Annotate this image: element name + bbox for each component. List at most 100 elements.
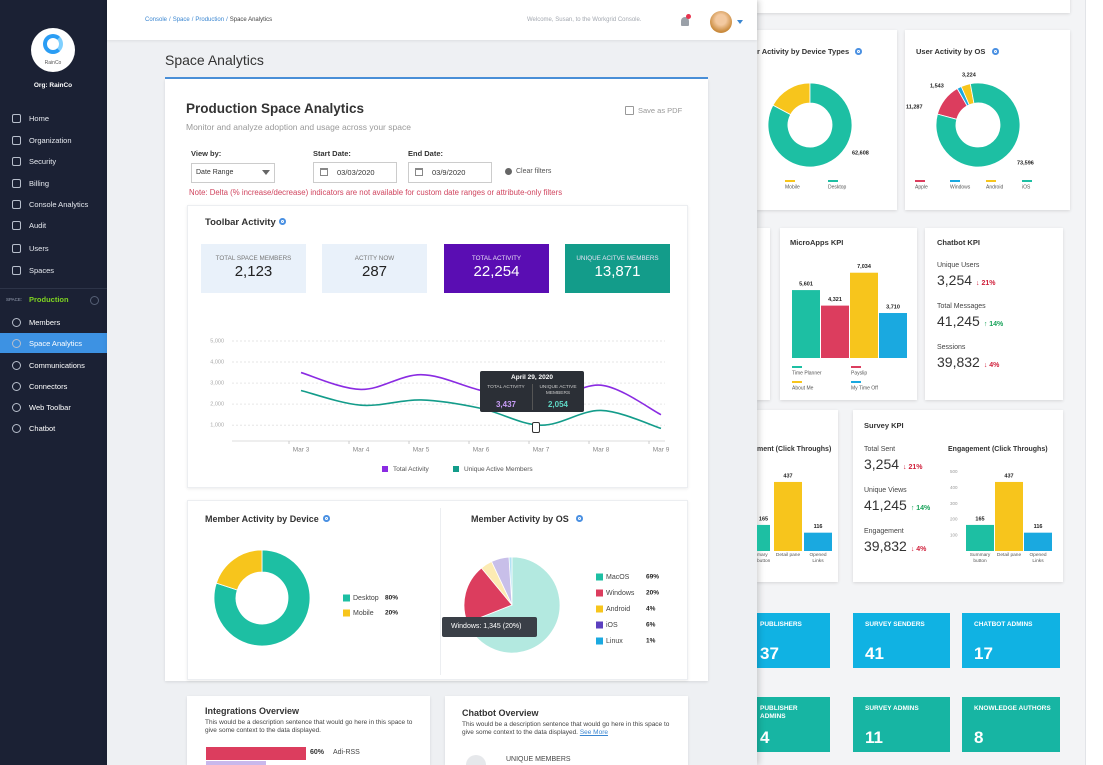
- date-value: 03/03/2020: [337, 168, 375, 177]
- nav-item[interactable]: Communications: [29, 361, 85, 370]
- kpi-label: ACTITY NOW: [354, 255, 395, 262]
- nav-item[interactable]: Space Analytics: [29, 339, 82, 348]
- card-title: MicroApps KPI: [790, 238, 844, 247]
- avatar[interactable]: [710, 11, 732, 33]
- filter-label: View by:: [191, 149, 222, 158]
- kpi-card: UNIQUE ACITVE MEMBERS 13,871: [565, 244, 670, 293]
- info-icon: [992, 48, 999, 55]
- space-name: Production: [29, 295, 69, 304]
- tile-value: 37: [760, 644, 779, 663]
- date-value: 03/9/2020: [432, 168, 466, 177]
- nav-icon: [12, 200, 21, 209]
- nav-icon: [12, 114, 21, 123]
- notification-badge: [686, 14, 691, 19]
- breadcrumb: Console / Space / Production / Space Analytics: [145, 17, 272, 23]
- section-title: Chatbot Overview: [462, 708, 539, 718]
- bar-name: Adi-RSS: [333, 749, 360, 756]
- tile-value: 41: [865, 644, 884, 663]
- nav-item[interactable]: Spaces: [29, 266, 55, 275]
- section-title: Toolbar Activity: [205, 217, 276, 228]
- metric-delta: ↑ 14%: [983, 321, 1004, 328]
- x-tick-label: Detail pane: [775, 553, 801, 558]
- metric-label: Unique Users: [937, 262, 980, 269]
- chart-tooltip: April 29, 2020 TOTAL ACTIVITY 3,437 UNIQUE …: [480, 371, 584, 412]
- see-more-link[interactable]: See More: [579, 729, 608, 736]
- nav-item[interactable]: Console Analytics: [29, 200, 89, 209]
- card-title: Chatbot KPI: [937, 238, 980, 247]
- nav-item[interactable]: Organization: [29, 136, 72, 145]
- end-input[interactable]: [408, 162, 492, 183]
- metric-delta: ↓ 4%: [983, 362, 1000, 369]
- nav-item[interactable]: Security: [29, 157, 57, 166]
- metric-row: 39,832 ↓ 4%: [864, 538, 926, 554]
- start-input[interactable]: [313, 162, 397, 183]
- nav-icon: [12, 179, 21, 188]
- pdf-icon[interactable]: [625, 106, 634, 115]
- info-icon: [855, 48, 862, 55]
- bar-value-label: 60%: [310, 749, 325, 756]
- nav-icon: [12, 318, 21, 327]
- nav-icon: [12, 339, 21, 348]
- kpi-card: TOTAL ACTIVITY 22,254: [444, 244, 549, 293]
- nav-item[interactable]: Members: [29, 318, 61, 327]
- metric-value: 3,254: [937, 272, 973, 288]
- x-tick-label: Detail pane: [996, 553, 1022, 558]
- integration-bar-next: [206, 761, 266, 765]
- filter-label: Start Date:: [313, 149, 351, 158]
- title-rule: [165, 77, 708, 79]
- nav-item[interactable]: Billing: [29, 179, 50, 188]
- calendar-icon: [320, 168, 328, 176]
- metric-value: 41,245: [864, 497, 907, 513]
- nav-item[interactable]: Users: [29, 244, 49, 253]
- info-icon: [323, 515, 330, 522]
- nav-item[interactable]: Audit: [29, 221, 47, 230]
- card-title: ment (Click Throughs): [757, 446, 832, 453]
- tile-label: PUBLISHERS: [760, 621, 802, 628]
- nav-icon: [12, 266, 21, 275]
- sidebar-divider: [0, 288, 107, 289]
- metric-delta: ↓ 21%: [976, 280, 996, 287]
- nav-item[interactable]: Home: [29, 114, 50, 123]
- card-title: Engagement (Click Throughs): [948, 446, 1048, 453]
- card: [757, 228, 770, 400]
- breadcrumb-item[interactable]: Console: [145, 17, 168, 23]
- info-icon: [576, 515, 583, 522]
- kpi-value: 13,871: [594, 263, 641, 280]
- metric-row: 3,254 ↓ 21%: [864, 456, 923, 472]
- stat-tile: SURVEY ADMINS 11: [853, 697, 950, 752]
- nav-item[interactable]: Web Toolbar: [29, 403, 71, 412]
- bell-icon: [681, 17, 689, 26]
- tile-value: 17: [974, 644, 993, 663]
- card: [853, 410, 1063, 582]
- tooltip-value: 3,437: [495, 400, 517, 409]
- pie-tooltip: Windows: 1,345 (20%): [442, 617, 537, 637]
- breadcrumb-item[interactable]: Production: [195, 17, 225, 23]
- clear-filters[interactable]: Clear filters: [516, 168, 552, 175]
- card-divider: [440, 508, 441, 675]
- metric-row: 41,245 ↑ 14%: [864, 497, 930, 513]
- kpi-label: UNIQUE ACITVE MEMBERS: [576, 255, 659, 262]
- header: [107, 0, 757, 40]
- card-title: r Activity by Device Types: [757, 47, 850, 56]
- select-value: Date Range: [196, 169, 234, 176]
- metric-label: Engagement: [864, 528, 904, 535]
- save-pdf[interactable]: Save as PDF: [638, 106, 683, 115]
- kpi-value: 2,123: [234, 263, 273, 280]
- stat-tile: PUBLISHERS 37: [757, 613, 830, 668]
- avatar-placeholder: [466, 755, 486, 765]
- tooltip-value: 2,054: [547, 400, 569, 409]
- nav-icon: [12, 157, 21, 166]
- card: [925, 228, 1063, 400]
- calendar-icon: [415, 168, 423, 176]
- select-caret: [262, 170, 270, 175]
- nav-item[interactable]: Chatbot: [29, 424, 56, 433]
- stat-tile: CHATBOT ADMINS 17: [962, 613, 1060, 668]
- view-select[interactable]: [191, 163, 275, 183]
- nav-item[interactable]: Connectors: [29, 382, 68, 391]
- org-name: Org: RainCo: [33, 82, 73, 89]
- breadcrumb-item[interactable]: Space: [172, 17, 190, 23]
- tile-value: 11: [865, 728, 883, 747]
- chatbot-card: [445, 696, 688, 765]
- clear-icon[interactable]: [505, 168, 512, 175]
